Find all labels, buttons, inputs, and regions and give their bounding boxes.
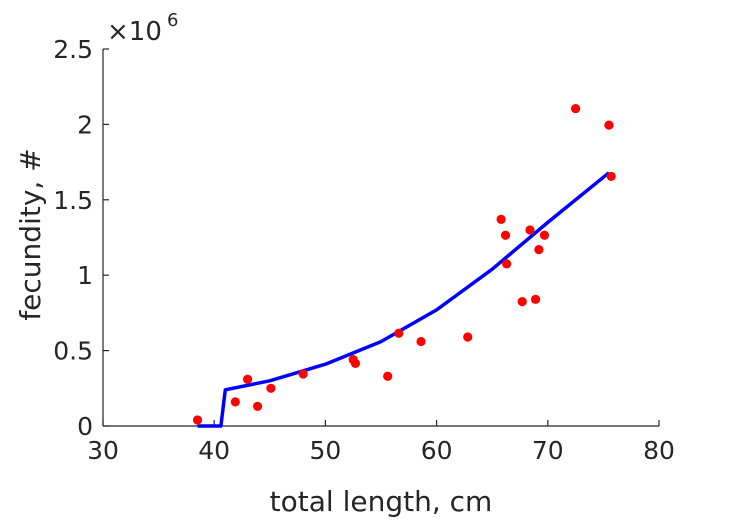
data-point bbox=[606, 171, 616, 182]
data-point bbox=[230, 397, 240, 407]
data-point bbox=[416, 336, 426, 347]
x-tick-label: 80 bbox=[643, 436, 675, 465]
data-point bbox=[530, 294, 541, 304]
data-point bbox=[252, 401, 263, 411]
data-point bbox=[242, 374, 253, 384]
x-tick-label: 60 bbox=[421, 436, 453, 465]
y-tick-label: 0.5 bbox=[53, 337, 93, 366]
x-axis-label: total length, cm bbox=[270, 485, 493, 518]
data-point bbox=[517, 296, 527, 307]
data-point bbox=[534, 244, 544, 255]
data-point bbox=[539, 230, 550, 240]
axes bbox=[102, 49, 659, 427]
data-point bbox=[500, 230, 511, 240]
x-tick-label: 40 bbox=[198, 436, 230, 465]
data-point bbox=[298, 369, 308, 379]
y-axis-label: fecundity, # bbox=[14, 148, 47, 320]
x-tick-label: 50 bbox=[309, 436, 341, 465]
data-point bbox=[496, 214, 506, 225]
data-point bbox=[525, 225, 535, 235]
axis-ticks: 30 40 50 60 70 80 0 0.5 1 1.5 2 2.5 bbox=[53, 35, 675, 465]
y-exponent-power: 6 bbox=[167, 10, 178, 31]
y-tick-label: 2 bbox=[77, 110, 93, 139]
y-axis-exponent: ×10 6 bbox=[107, 10, 178, 47]
data-series bbox=[192, 103, 616, 428]
data-point bbox=[502, 259, 512, 269]
x-tick-label: 30 bbox=[87, 436, 119, 465]
data-point bbox=[192, 415, 203, 425]
data-point bbox=[394, 328, 404, 338]
y-tick-label: 2.5 bbox=[53, 35, 93, 64]
data-point bbox=[604, 120, 614, 130]
y-tick-label: 1.5 bbox=[53, 186, 93, 215]
x-tick-label: 70 bbox=[532, 436, 564, 465]
data-point bbox=[266, 383, 276, 393]
fit-line bbox=[197, 171, 611, 428]
y-tick-label: 1 bbox=[77, 261, 93, 290]
data-point bbox=[350, 358, 361, 369]
y-tick-label: 0 bbox=[77, 412, 93, 441]
data-point bbox=[571, 103, 581, 114]
data-point bbox=[463, 332, 473, 342]
y-exponent-base: ×10 bbox=[107, 17, 162, 47]
data-point bbox=[383, 371, 393, 381]
